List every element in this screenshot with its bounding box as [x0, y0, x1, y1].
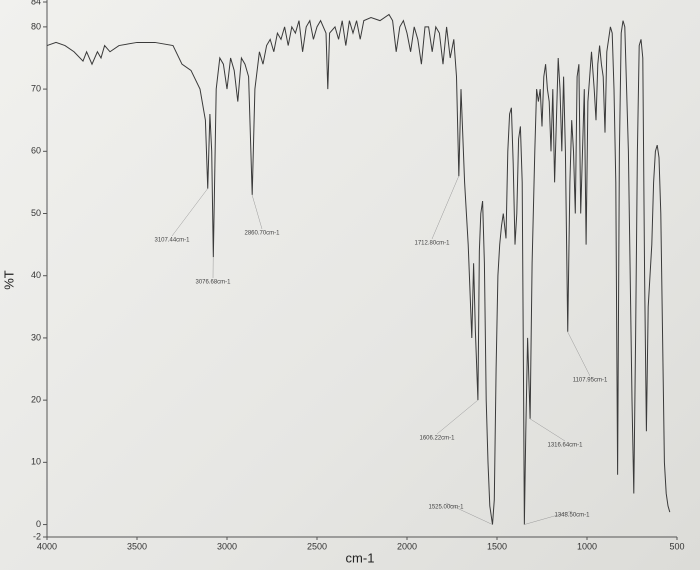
x-tick-label: 1000 [577, 541, 597, 551]
annotation-label: 1525.00cm-1 [428, 505, 464, 511]
x-tick-label: 3000 [217, 541, 237, 551]
y-tick-label: 84 [31, 0, 41, 6]
annotation-leader [567, 331, 591, 377]
x-tick-label: 3500 [127, 541, 147, 551]
y-tick-label: 50 [31, 208, 41, 218]
y-tick-label: 30 [31, 332, 41, 342]
y-tick-label: 0 [36, 519, 41, 529]
annotation-leader [251, 194, 263, 230]
x-tick-label: 2500 [307, 541, 327, 551]
y-tick-label: 70 [31, 83, 41, 93]
annotation-label: 1107.95cm-1 [573, 378, 608, 384]
y-tick-label: -2 [33, 531, 41, 541]
x-tick-label: 4000 [37, 541, 57, 551]
y-tick-label: 40 [31, 270, 41, 280]
y-tick-label: 10 [31, 457, 41, 467]
y-tick-label: 60 [31, 146, 41, 156]
annotation-label: 1316.64cm-1 [547, 443, 583, 449]
annotation-leader [171, 188, 208, 237]
annotation-leader [529, 418, 566, 442]
annotation-label: 1348.50cm-1 [554, 513, 590, 519]
annotation-label: 3076.68cm-1 [195, 280, 231, 286]
y-tick-label: 80 [31, 21, 41, 31]
x-axis-title: cm-1 [346, 550, 375, 565]
x-tick-label: 1500 [487, 541, 507, 551]
annotation-leader [436, 399, 479, 435]
y-tick-label: 20 [31, 395, 41, 405]
annotation-label: 1712.80cm-1 [414, 241, 450, 247]
x-tick-label: 500 [669, 541, 684, 551]
annotation-leader [431, 176, 459, 240]
annotation-leader [445, 502, 493, 525]
x-tick-label: 2000 [397, 541, 417, 551]
annotation-label: 3107.44cm-1 [154, 238, 190, 244]
y-axis-title: %T [1, 270, 16, 290]
annotation-leader [524, 510, 573, 525]
annotation-label: 1606.22cm-1 [419, 436, 455, 442]
annotation-label: 2860.70cm-1 [244, 231, 280, 237]
